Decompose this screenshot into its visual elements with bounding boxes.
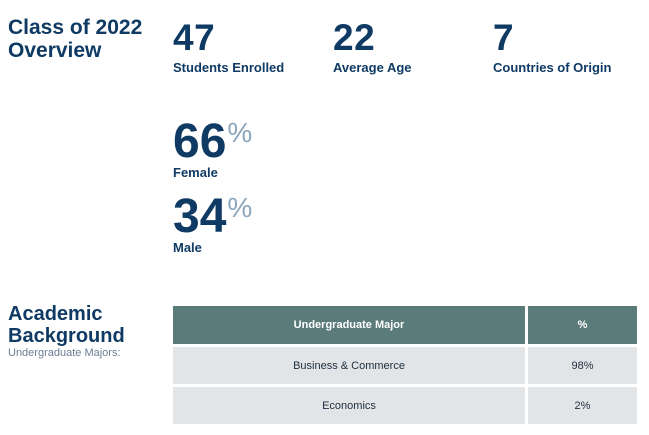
table-row: Economics 2% [173,385,637,427]
major-name-cell: Business & Commerce [173,345,528,387]
table-header-row: Undergraduate Major % [173,306,637,347]
major-name-cell: Economics [173,385,528,427]
stat-label: Average Age [333,60,412,75]
page-title: Class of 2022 Overview [8,16,143,62]
stat-label: Countries of Origin [493,60,612,75]
male-percentage: 34% Male [173,192,253,255]
academic-background-title: Academic Background [8,303,125,347]
female-percentage: 66% Female [173,117,253,180]
percentage-label: Male [173,240,202,255]
stat-value: 47 [173,17,216,58]
table-row: Business & Commerce 98% [173,345,637,387]
stat-value: 7 [493,17,515,58]
major-percent-cell: 98% [526,345,637,387]
percentage-value: 34 [173,190,227,243]
academic-background-subtitle: Undergraduate Majors: [8,347,121,359]
percent-symbol: % [227,192,253,223]
stat-label: Students Enrolled [173,60,285,75]
column-header-percent: % [526,306,637,347]
stat-countries-of-origin: 7 Countries of Origin [493,17,612,76]
stat-value: 22 [333,17,376,58]
major-percent-cell: 2% [526,385,637,427]
percent-symbol: % [227,117,253,148]
percentage-value: 66 [173,115,227,168]
majors-table: Undergraduate Major % Business & Commerc… [173,306,637,427]
percentage-label: Female [173,165,218,180]
stat-students-enrolled: 47 Students Enrolled [173,17,285,76]
stat-average-age: 22 Average Age [333,17,412,76]
column-header-major: Undergraduate Major [173,306,528,347]
